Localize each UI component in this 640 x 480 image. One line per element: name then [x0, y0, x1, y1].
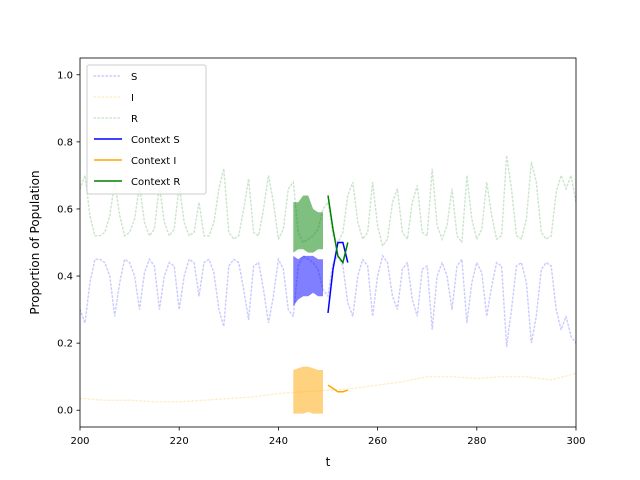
x-tick-label: 220: [170, 436, 189, 447]
x-axis-label: t: [326, 455, 331, 469]
y-tick-label: 0.6: [57, 204, 73, 215]
band-s: [293, 255, 323, 307]
y-tick-label: 0.0: [57, 406, 73, 417]
legend-box: [86, 64, 207, 195]
x-tick-label: 300: [566, 436, 585, 447]
series-context-i: [327, 384, 349, 393]
plot-frame: [79, 57, 577, 428]
y-tick-label: 0.4: [57, 272, 73, 283]
y-tick-label: 0.8: [57, 137, 73, 148]
y-axis: 0.0 0.2 0.4 0.6 0.8 1.0: [57, 70, 80, 417]
x-tick-label: 200: [70, 436, 89, 447]
legend-label-context-i: Context I: [131, 156, 176, 167]
legend-label-context-s: Context S: [131, 135, 180, 146]
x-tick-label: 240: [269, 436, 288, 447]
legend-label-context-r: Context R: [131, 177, 180, 188]
x-tick-label: 280: [467, 436, 486, 447]
band-i: [293, 366, 323, 414]
plot-marks: [80, 155, 576, 414]
legend: SIR Context S Context I Context R: [86, 64, 207, 195]
x-axis: 200 220 240 260 280 300: [70, 427, 586, 447]
series-s: [80, 254, 576, 347]
legend-label-s: S: [131, 72, 137, 83]
series-context-r: [327, 195, 349, 265]
band-r: [293, 195, 323, 253]
y-axis-label: Proportion of Population: [28, 170, 42, 314]
x-tick-label: 260: [368, 436, 387, 447]
legend-label-r: R: [131, 114, 138, 125]
y-tick-label: 1.0: [57, 70, 73, 81]
series-context-s: [327, 241, 349, 313]
series-r: [80, 155, 576, 248]
legend-label-i: I: [131, 93, 134, 104]
series-i: [80, 372, 576, 403]
y-tick-label: 0.2: [57, 339, 73, 350]
